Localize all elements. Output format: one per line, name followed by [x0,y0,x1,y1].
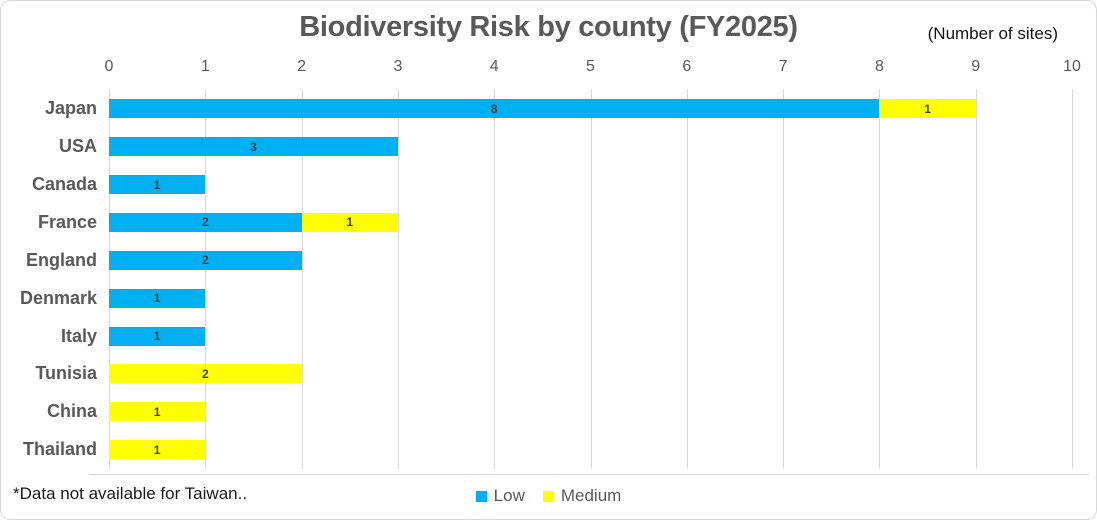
bar-segment-low: 1 [109,175,206,195]
gridline [975,89,977,469]
x-tick-label: 0 [104,58,114,75]
bar-segment-low: 1 [109,326,206,346]
legend-swatch-low [475,490,487,502]
category-label-canada: Canada [31,174,97,195]
bar-value-label: 8 [490,101,498,116]
x-tick-label: 8 [874,58,884,75]
axis-units-note: (Number of sites) [927,24,1058,43]
bar-value-label: 1 [346,215,354,230]
category-axis-line [89,474,1089,475]
bar-segment-medium: 1 [109,440,206,460]
bar-value-label: 1 [153,291,161,306]
bar-value-label: 2 [201,253,209,268]
x-tick-label: 4 [489,58,499,75]
category-label-usa: USA [58,136,97,157]
bar-value-label: 2 [201,366,209,381]
legend-label-medium: Medium [560,486,622,505]
x-tick-label: 5 [586,58,595,75]
x-tick-label: 7 [778,58,788,75]
gridline [205,89,207,469]
footnote: *Data not available for Taiwan.. [13,484,248,503]
x-tick-label: 3 [393,58,403,75]
bar-value-label: 1 [153,442,161,457]
legend-item-low: Low [475,486,525,506]
legend-item-medium: Medium [542,486,622,506]
gridline [783,89,785,469]
gridline [686,89,688,469]
x-tick-label: 2 [297,58,307,75]
category-label-tunisia: Tunisia [35,363,97,384]
legend-swatch-medium [542,490,554,502]
bar-value-label: 1 [153,404,161,419]
gridline [109,89,110,469]
bar-segment-medium: 1 [109,402,206,422]
gridline [301,89,303,469]
bar-value-label: 1 [924,101,931,116]
chart-title: Biodiversity Risk by county (FY2025) [299,11,798,43]
bar-value-label: 1 [153,329,161,344]
category-label-england: England [26,249,97,270]
bar-value-label: 3 [250,139,257,154]
x-tick-label: 6 [682,58,692,75]
bar-segment-low: 8 [109,99,880,119]
gridline [879,89,881,469]
bar-value-label: 1 [153,177,161,192]
category-label-denmark: Denmark [19,287,97,308]
category-label-italy: Italy [60,325,97,346]
gridline [397,89,399,469]
bar-segment-medium: 1 [301,212,398,232]
x-tick-label: 9 [971,58,981,75]
category-label-china: China [46,401,97,422]
category-label-japan: Japan [44,98,97,119]
gridline [590,89,592,469]
bar-value-label: 2 [201,215,209,230]
category-label-thailand: Thailand [22,439,97,460]
legend: Low Medium [1,486,1096,506]
bar-segment-low: 2 [109,212,302,232]
gridline [1072,89,1073,469]
gridline [494,89,496,469]
category-label-france: France [37,211,97,232]
bar-segment-medium: 1 [879,99,976,119]
bar-segment-low: 3 [109,137,398,157]
x-tick-label: 10 [1063,58,1081,75]
bar-segment-low: 2 [109,250,302,270]
bar-segment-medium: 2 [109,364,302,384]
x-tick-label: 1 [200,58,210,75]
legend-label-low: Low [493,486,525,505]
bar-segment-low: 1 [109,288,206,308]
